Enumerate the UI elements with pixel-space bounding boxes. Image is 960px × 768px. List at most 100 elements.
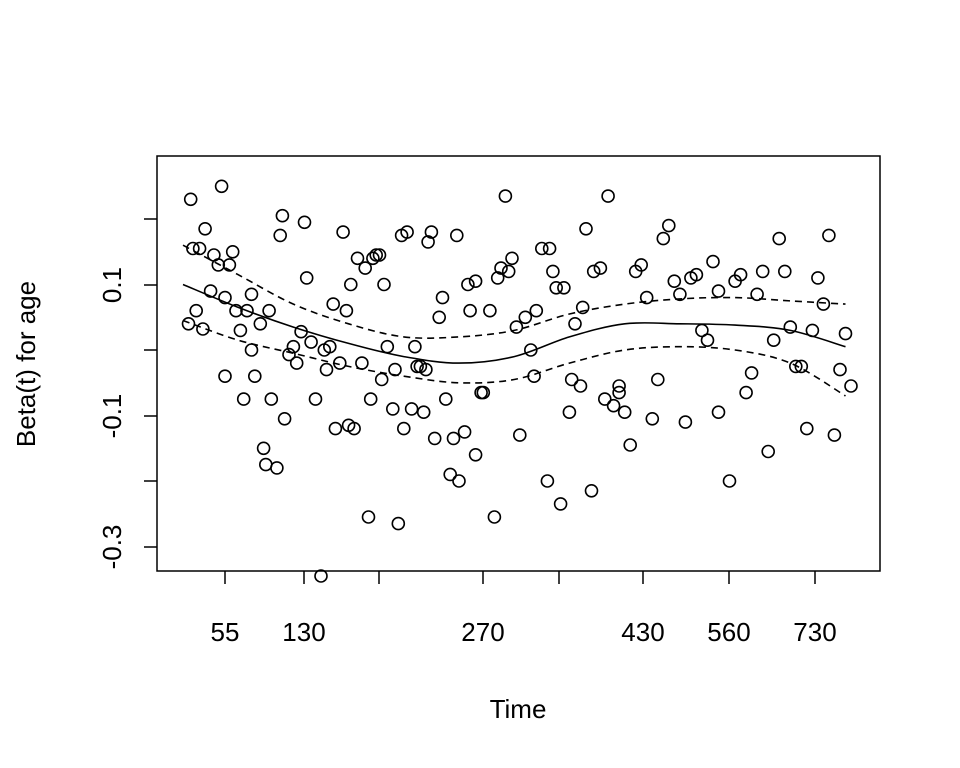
data-point <box>700 333 715 348</box>
data-point <box>244 287 259 302</box>
data-point <box>377 277 391 292</box>
data-point <box>248 369 262 384</box>
data-point <box>722 474 737 488</box>
data-point <box>557 280 571 295</box>
data-point <box>512 428 527 442</box>
data-point <box>838 326 853 341</box>
data-point <box>374 372 389 387</box>
data-point <box>388 362 402 377</box>
data-point <box>689 267 704 282</box>
data-point <box>777 264 792 279</box>
data-point <box>711 284 726 298</box>
data-point <box>322 339 337 354</box>
data-point <box>419 362 433 377</box>
data-point <box>617 405 632 420</box>
data-point <box>822 228 836 243</box>
data-point <box>612 379 626 393</box>
data-point <box>270 461 284 475</box>
x-tick-label: 55 <box>211 617 240 647</box>
data-point <box>404 402 419 416</box>
data-point <box>490 271 505 285</box>
ci-upper-line <box>182 244 846 339</box>
data-point <box>391 516 406 531</box>
data-point <box>468 447 483 462</box>
data-point <box>258 457 273 472</box>
data-point <box>438 392 453 406</box>
data-point <box>601 189 615 203</box>
y-axis-label: Beta(t) for age <box>11 281 41 447</box>
data-point <box>794 359 809 374</box>
smooth-curves <box>182 244 846 397</box>
data-point <box>584 483 599 498</box>
data-point <box>225 245 240 259</box>
data-point <box>308 392 323 406</box>
data-point <box>183 192 198 207</box>
data-point <box>443 467 458 482</box>
data-point <box>645 411 660 426</box>
data-point <box>186 241 200 256</box>
x-tick-label: 130 <box>282 617 325 647</box>
data-point <box>523 343 538 357</box>
data-point <box>343 277 358 292</box>
data-point <box>297 215 312 230</box>
data-point <box>347 421 361 436</box>
data-point <box>229 303 243 318</box>
data-point <box>363 392 378 406</box>
data-point <box>416 405 431 420</box>
data-point <box>487 510 502 524</box>
data-point <box>799 421 814 436</box>
data-point <box>597 392 612 406</box>
data-point <box>461 277 475 292</box>
data-point <box>711 405 726 420</box>
data-point <box>189 303 203 318</box>
y-tick-label: -0.1 <box>97 394 127 439</box>
data-point <box>361 510 376 524</box>
data-point <box>400 225 414 239</box>
data-point <box>446 431 461 446</box>
data-point <box>661 218 676 233</box>
data-point <box>282 347 296 362</box>
data-point <box>750 287 764 302</box>
data-point <box>650 372 665 387</box>
data-point <box>449 228 464 243</box>
data-point <box>656 231 671 246</box>
data-point <box>410 359 424 374</box>
data-point <box>396 421 411 436</box>
data-point <box>218 369 232 384</box>
data-point <box>380 339 395 354</box>
data-point <box>706 254 720 269</box>
data-point <box>273 228 288 243</box>
data-point <box>358 261 373 275</box>
data-point <box>262 303 276 318</box>
data-point <box>816 297 831 311</box>
data-point <box>233 323 248 338</box>
data-point <box>211 258 226 272</box>
data-point <box>498 189 513 203</box>
data-point <box>299 271 314 285</box>
data-point <box>612 385 626 400</box>
ci-lower-line <box>182 319 846 397</box>
data-point <box>568 316 582 331</box>
data-point <box>783 320 798 334</box>
data-point <box>476 385 491 400</box>
data-point <box>527 369 541 384</box>
data-point <box>408 339 422 354</box>
data-point <box>256 441 271 456</box>
data-point <box>579 222 593 236</box>
data-point <box>339 303 354 318</box>
data-point <box>766 333 781 348</box>
data-point <box>575 300 590 315</box>
data-point <box>218 290 232 305</box>
data-point <box>788 359 803 374</box>
data-point <box>739 385 753 400</box>
data-point <box>421 235 435 249</box>
data-point <box>553 497 568 511</box>
data-point <box>192 241 207 256</box>
data-point <box>593 261 608 275</box>
data-point <box>369 248 384 262</box>
data-point <box>772 231 787 246</box>
data-point <box>564 372 579 387</box>
data-point <box>529 303 544 318</box>
data-point <box>509 320 524 334</box>
data-point <box>214 179 229 194</box>
